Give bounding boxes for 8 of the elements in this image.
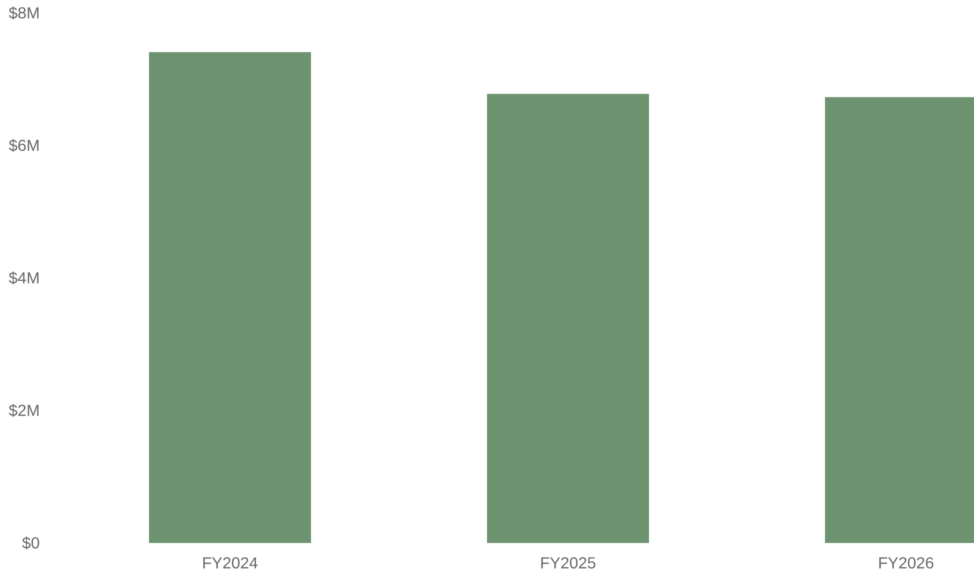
- y-tick-label: $6M: [8, 139, 38, 152]
- x-tick-label: FY2024: [203, 557, 258, 569]
- y-tick-label: $0: [22, 536, 40, 550]
- y-tick-label: $2M: [8, 404, 38, 417]
- x-tick-label: FY2026: [879, 557, 934, 569]
- y-tick-label: $8M: [8, 6, 38, 20]
- y-tick-label: $4M: [8, 272, 38, 284]
- x-tick-label: FY2025: [541, 557, 596, 569]
